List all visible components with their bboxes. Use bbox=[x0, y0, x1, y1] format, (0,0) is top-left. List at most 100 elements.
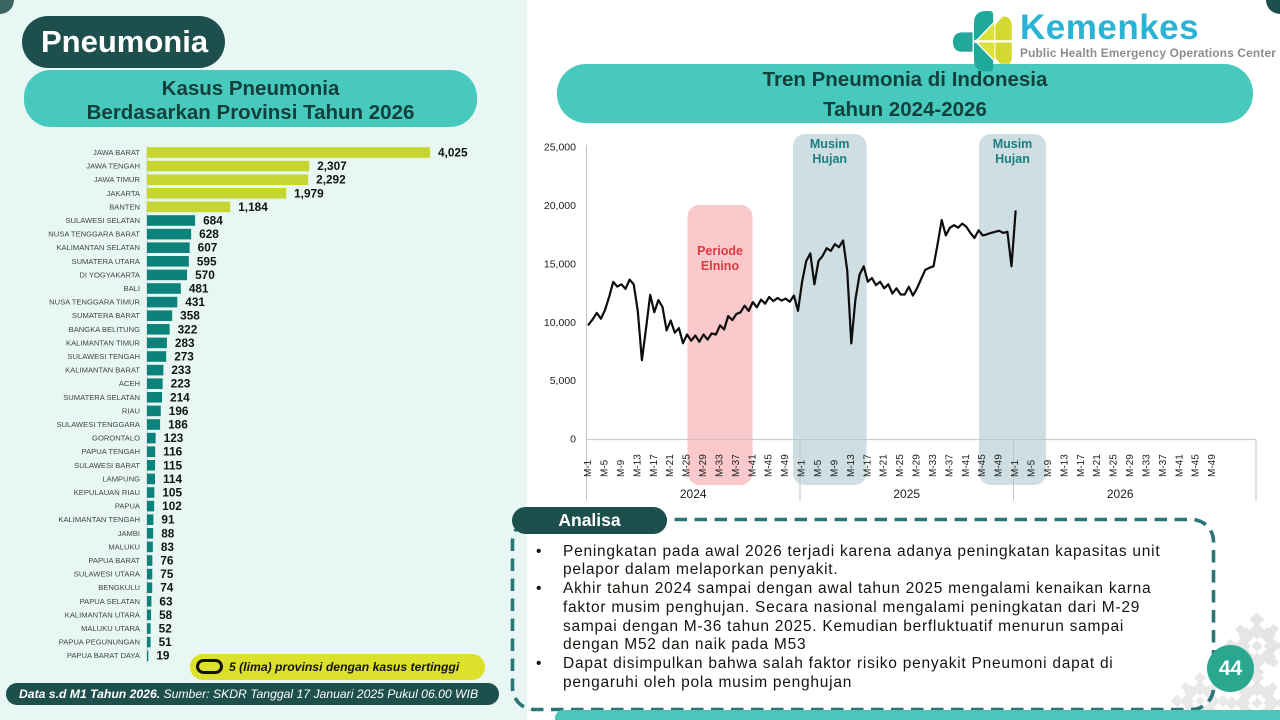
svg-text:M-33: M-33 bbox=[715, 454, 726, 477]
svg-text:19: 19 bbox=[156, 649, 170, 663]
svg-text:1,979: 1,979 bbox=[294, 186, 324, 200]
svg-text:SUMATERA BARAT: SUMATERA BARAT bbox=[72, 311, 140, 320]
svg-text:Hujan: Hujan bbox=[812, 152, 847, 166]
svg-text:BANGKA BELITUNG: BANGKA BELITUNG bbox=[69, 325, 140, 334]
svg-text:102: 102 bbox=[162, 499, 182, 513]
svg-text:PAPUA: PAPUA bbox=[115, 502, 141, 511]
svg-text:DI YOGYAKARTA: DI YOGYAKARTA bbox=[79, 270, 141, 279]
svg-text:214: 214 bbox=[170, 390, 190, 404]
svg-text:M-29: M-29 bbox=[912, 454, 923, 477]
svg-text:PAPUA BARAT: PAPUA BARAT bbox=[88, 556, 140, 565]
svg-text:JAWA TIMUR: JAWA TIMUR bbox=[94, 175, 141, 184]
svg-text:M-21: M-21 bbox=[879, 454, 890, 477]
svg-text:Musim: Musim bbox=[993, 137, 1033, 151]
svg-text:M-49: M-49 bbox=[994, 454, 1005, 477]
svg-text:595: 595 bbox=[197, 254, 217, 268]
svg-text:58: 58 bbox=[159, 608, 173, 622]
svg-text:BANTEN: BANTEN bbox=[109, 202, 140, 211]
svg-text:114: 114 bbox=[163, 472, 182, 486]
svg-text:322: 322 bbox=[178, 322, 198, 336]
svg-text:KALIMANTAN TENGAH: KALIMANTAN TENGAH bbox=[58, 515, 140, 524]
svg-text:JAWA BARAT: JAWA BARAT bbox=[93, 148, 140, 157]
svg-text:MALUKU: MALUKU bbox=[108, 542, 140, 551]
svg-text:283: 283 bbox=[175, 336, 195, 350]
svg-text:74: 74 bbox=[160, 581, 174, 595]
svg-text:63: 63 bbox=[159, 594, 173, 608]
svg-text:M-45: M-45 bbox=[1191, 454, 1202, 477]
svg-text:RIAU: RIAU bbox=[122, 406, 140, 415]
svg-text:684: 684 bbox=[203, 214, 223, 228]
svg-text:SULAWESI TENGAH: SULAWESI TENGAH bbox=[67, 352, 140, 361]
svg-text:91: 91 bbox=[161, 513, 175, 527]
svg-text:M-33: M-33 bbox=[1142, 454, 1153, 477]
svg-text:KALIMANTAN TIMUR: KALIMANTAN TIMUR bbox=[66, 338, 140, 347]
svg-text:2024: 2024 bbox=[680, 487, 707, 501]
svg-text:223: 223 bbox=[171, 377, 191, 391]
svg-text:15,000: 15,000 bbox=[544, 258, 576, 270]
svg-text:ACEH: ACEH bbox=[119, 379, 140, 388]
svg-text:1,184: 1,184 bbox=[238, 200, 268, 214]
svg-text:123: 123 bbox=[164, 431, 184, 445]
svg-text:SULAWESI UTARA: SULAWESI UTARA bbox=[74, 570, 141, 579]
svg-text:M-1: M-1 bbox=[1010, 459, 1021, 477]
svg-text:M-9: M-9 bbox=[1043, 459, 1054, 477]
svg-text:M-25: M-25 bbox=[682, 454, 693, 477]
svg-text:PAPUA TENGAH: PAPUA TENGAH bbox=[82, 447, 140, 456]
svg-text:Musim: Musim bbox=[810, 137, 850, 151]
svg-text:M-17: M-17 bbox=[1076, 454, 1087, 477]
svg-text:0: 0 bbox=[570, 434, 576, 446]
svg-text:SULAWESI BARAT: SULAWESI BARAT bbox=[74, 461, 140, 470]
svg-text:M-9: M-9 bbox=[616, 459, 627, 477]
svg-text:M-5: M-5 bbox=[600, 459, 611, 477]
svg-text:M-29: M-29 bbox=[1125, 454, 1136, 477]
svg-text:628: 628 bbox=[199, 227, 219, 241]
svg-text:116: 116 bbox=[163, 445, 182, 459]
svg-text:2025: 2025 bbox=[893, 487, 920, 501]
svg-text:JAWA TENGAH: JAWA TENGAH bbox=[86, 162, 140, 171]
svg-text:481: 481 bbox=[189, 282, 209, 296]
svg-text:2,292: 2,292 bbox=[316, 173, 346, 187]
svg-text:M-37: M-37 bbox=[1158, 454, 1169, 477]
svg-text:25,000: 25,000 bbox=[544, 142, 576, 154]
svg-text:SULAWESI SELATAN: SULAWESI SELATAN bbox=[65, 216, 140, 225]
svg-text:52: 52 bbox=[159, 622, 173, 636]
svg-text:JAMBI: JAMBI bbox=[118, 529, 140, 538]
svg-text:M-25: M-25 bbox=[1109, 454, 1120, 477]
svg-text:M-41: M-41 bbox=[1174, 454, 1185, 477]
svg-text:PAPUA BARAT DAYA: PAPUA BARAT DAYA bbox=[67, 651, 141, 660]
svg-text:M-13: M-13 bbox=[1059, 454, 1070, 477]
svg-text:KALIMANTAN SELATAN: KALIMANTAN SELATAN bbox=[56, 243, 140, 252]
svg-text:M-49: M-49 bbox=[780, 454, 791, 477]
svg-text:JAKARTA: JAKARTA bbox=[107, 189, 141, 198]
svg-text:SULAWESI TENGGARA: SULAWESI TENGGARA bbox=[56, 420, 140, 429]
svg-text:88: 88 bbox=[161, 526, 175, 540]
svg-text:20,000: 20,000 bbox=[544, 200, 576, 212]
svg-text:2026: 2026 bbox=[1107, 487, 1134, 501]
svg-text:M-5: M-5 bbox=[1027, 459, 1038, 477]
svg-text:570: 570 bbox=[195, 268, 215, 282]
svg-text:M-1: M-1 bbox=[583, 459, 594, 477]
svg-text:M-37: M-37 bbox=[731, 454, 742, 477]
svg-text:5,000: 5,000 bbox=[550, 375, 576, 387]
svg-text:M-29: M-29 bbox=[698, 454, 709, 477]
svg-text:GORONTALO: GORONTALO bbox=[92, 434, 140, 443]
svg-text:75: 75 bbox=[160, 567, 174, 581]
svg-text:76: 76 bbox=[160, 554, 174, 568]
svg-text:BENGKULU: BENGKULU bbox=[98, 583, 140, 592]
svg-text:607: 607 bbox=[198, 241, 218, 255]
svg-text:M-17: M-17 bbox=[649, 454, 660, 477]
svg-text:M-25: M-25 bbox=[895, 454, 906, 477]
svg-text:186: 186 bbox=[168, 418, 188, 432]
svg-text:M-41: M-41 bbox=[747, 454, 758, 477]
svg-text:LAMPUNG: LAMPUNG bbox=[102, 474, 140, 483]
svg-text:M-21: M-21 bbox=[1092, 454, 1103, 477]
svg-text:M-5: M-5 bbox=[813, 459, 824, 477]
svg-text:M-37: M-37 bbox=[944, 454, 955, 477]
svg-text:SUMATERA SELATAN: SUMATERA SELATAN bbox=[63, 393, 140, 402]
svg-text:51: 51 bbox=[159, 635, 173, 649]
svg-text:NUSA TENGGARA TIMUR: NUSA TENGGARA TIMUR bbox=[49, 298, 140, 307]
svg-text:PAPUA PEGUNUNGAN: PAPUA PEGUNUNGAN bbox=[59, 638, 140, 647]
svg-text:M-45: M-45 bbox=[977, 454, 988, 477]
svg-text:115: 115 bbox=[163, 458, 182, 472]
svg-text:NUSA TENGGARA BARAT: NUSA TENGGARA BARAT bbox=[48, 230, 140, 239]
